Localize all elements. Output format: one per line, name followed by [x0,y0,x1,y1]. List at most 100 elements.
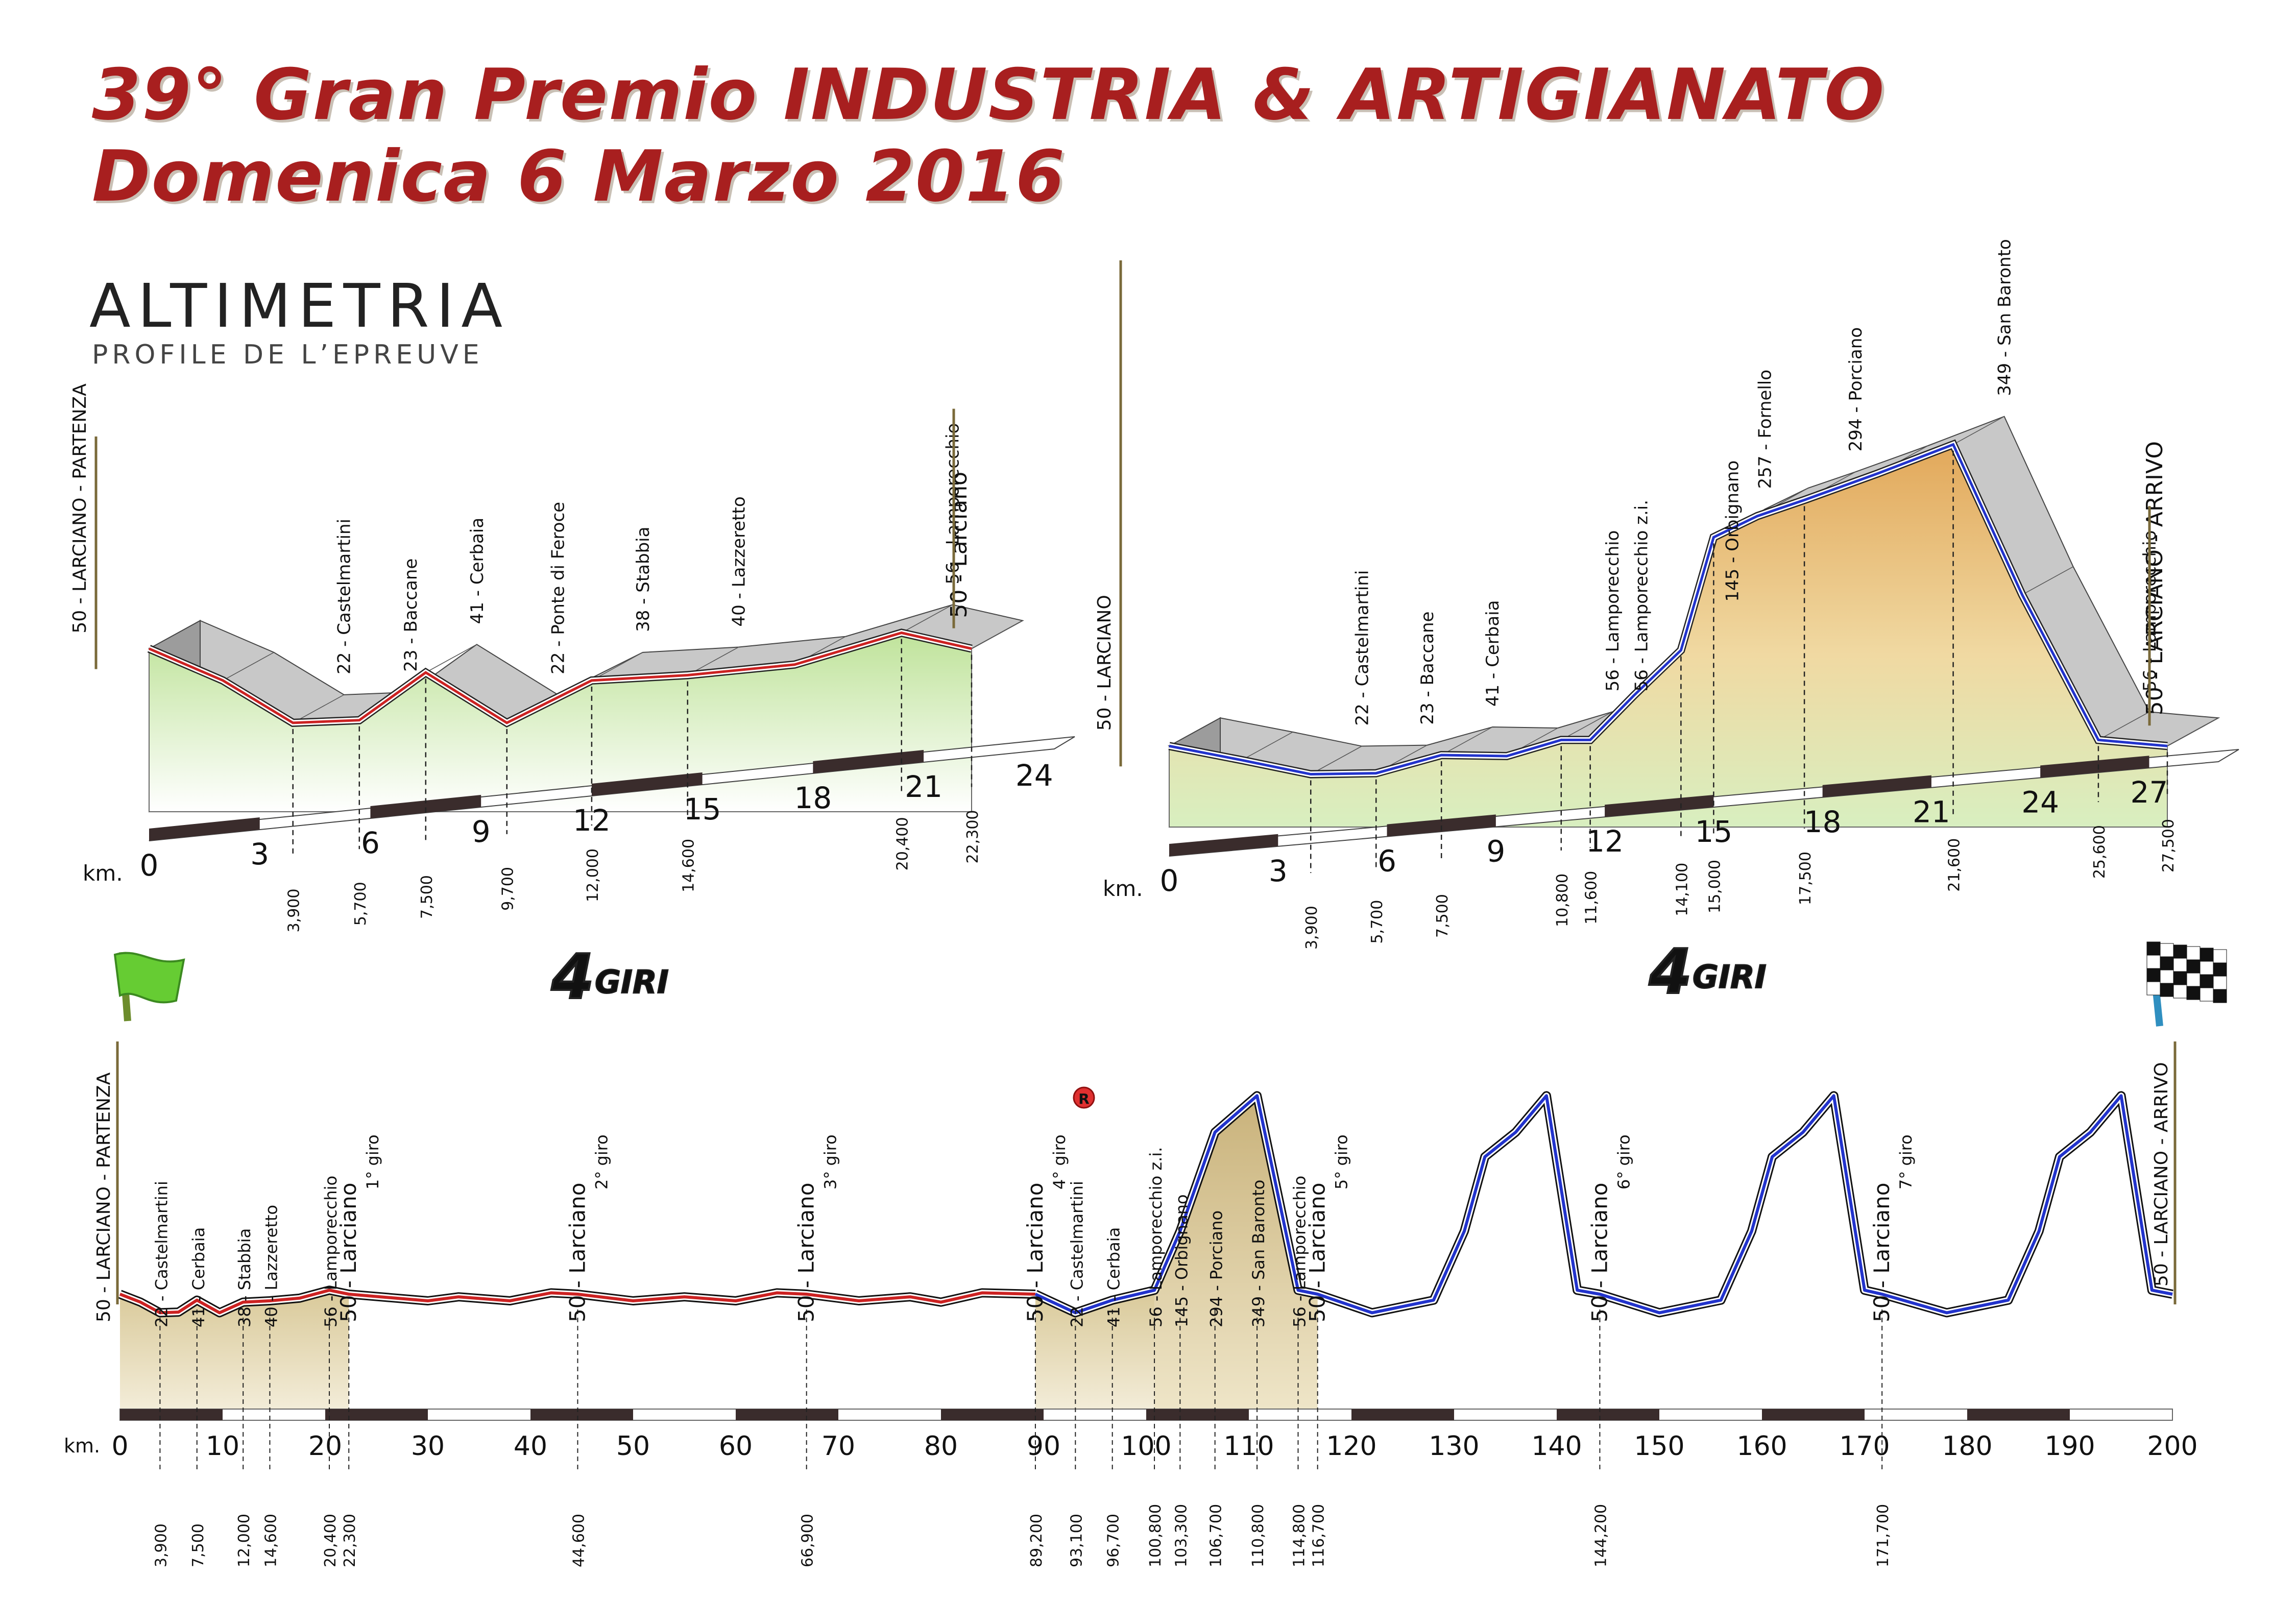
title-line-2: Domenica 6 Marzo 2016 [92,135,1066,217]
waypoint-label: 56 - Lamporecchio [1290,1176,1309,1327]
waypoint-label: 50 - Larciano [794,1182,819,1322]
checkered-flag-icon [2173,958,2187,972]
checkered-flag-icon [2213,989,2227,1003]
r-badge-label: R [1078,1090,1090,1107]
km-axis-label: km. [1103,876,1143,901]
waypoint-distance: 7,500 [189,1523,207,1567]
title-line-1: 39° Gran Premio INDUSTRIA & ARTIGIANATO [92,54,1886,136]
lap-label: 3° giro [821,1134,840,1190]
profile-rib [971,620,1023,649]
km-band-segment [1351,1409,1454,1420]
waypoint-distance: 3,900 [152,1523,170,1567]
waypoint-label: 349 - San Baronto [1249,1180,1268,1327]
km-band-segment [941,1409,1044,1420]
profile-subheading: PROFILE DE L’EPREUVE [92,339,484,370]
waypoint-distance: 12,000 [235,1514,253,1567]
km-band-segment [1822,775,1931,797]
waypoint-distance: 3,900 [1303,906,1321,950]
km-band-segment [1762,1409,1865,1420]
lap-label: 5° giro [1332,1134,1351,1190]
profile-rib [591,652,643,681]
waypoint-distance: 25,600 [2091,825,2109,879]
km-tick-label: 30 [411,1431,445,1462]
profile-rib [2167,717,2219,746]
waypoint-label: 40 - Lazzeretto [261,1205,281,1327]
checkered-flag-icon [2173,984,2187,999]
km-axis-label: km. [83,861,123,886]
waypoint-distance: 96,700 [1105,1514,1123,1567]
checkered-flag-icon [2186,986,2201,1000]
waypoint-distance: 10,800 [1554,874,1572,927]
waypoint-label: 294 - Porciano [1207,1210,1226,1327]
checkered-flag-icon [2160,969,2174,984]
waypoint-distance: 66,900 [799,1514,817,1567]
waypoint-distance: 100,800 [1147,1504,1165,1567]
waypoint-distance: 5,700 [352,882,370,926]
km-tick-label: 6 [361,826,380,860]
km-tick-label: 20 [308,1431,342,1462]
finish-label: 50 - LARCIANO - ARRIVO [2151,1062,2172,1287]
checkered-flag-icon [2213,962,2227,977]
km-tick-label: 100 [1121,1431,1171,1462]
waypoint-label: 50 - Larciano [336,1182,361,1322]
km-tick-label: 9 [1486,834,1505,868]
checkered-flag-icon [2146,981,2161,996]
km-tick-label: 24 [1016,758,1053,793]
lap-shade [1035,1290,1155,1414]
checkered-flag-icon [2213,949,2227,963]
full-race-chart: 50 - LARCIANO - PARTENZA 50 - LARCIANO - … [64,1041,2198,1567]
checkered-flag-icon [2173,971,2187,985]
waypoint-label: 40 - Lazzeretto [729,496,750,626]
checkered-flag-icon [2200,974,2214,988]
km-band-segment [120,1409,223,1420]
waypoint-distance: 89,200 [1028,1514,1046,1567]
checkered-flag-icon [2146,968,2161,982]
start-label: 50 - LARCIANO [1094,595,1115,731]
km-band-segment [736,1409,838,1420]
km-band-segment [149,817,260,841]
start-label: 50 - LARCIANO - PARTENZA [93,1072,114,1322]
km-tick-label: 18 [1804,805,1842,839]
km-tick-label: 9 [472,814,491,849]
waypoint-distance: 12,000 [584,848,602,902]
waypoint-label: 349 - San Baronto [1995,239,2015,396]
km-tick-label: 140 [1531,1431,1582,1462]
km-tick-label: 120 [1326,1431,1376,1462]
km-tick-label: 80 [924,1431,958,1462]
km-tick-label: 18 [794,781,832,815]
start-label: 50 - LARCIANO - PARTENZA [69,383,90,634]
km-tick-label: 15 [684,792,721,827]
km-tick-label: 40 [514,1431,547,1462]
series-line [119,1289,1035,1315]
waypoint-label: 38 - Stabbia [633,527,654,632]
checkered-flag-icon [2200,987,2214,1002]
profile-rib [223,652,274,681]
waypoint-label: 22 - Castelmartini [152,1181,171,1327]
waypoint-distance: 7,500 [1434,894,1452,938]
waypoint-distance: 22,300 [964,810,982,863]
checkered-flag-icon [2173,944,2187,959]
profile-rib [1561,711,1613,741]
km-band-segment [1557,1409,1659,1420]
km-axis-label: km. [64,1435,100,1457]
waypoint-distance: 22,300 [341,1514,359,1567]
waypoint-distance: 9,700 [499,867,517,911]
profile-rib [1953,416,2004,445]
checkered-flag-icon [2213,976,2227,990]
profile-rib [2022,566,2073,595]
km-tick-label: 160 [1736,1431,1787,1462]
km-band-segment [813,749,924,773]
waypoint-distance: 5,700 [1368,900,1386,944]
km-tick-label: 170 [1839,1431,1890,1462]
lap-shade [120,1290,349,1414]
km-tick-label: 110 [1223,1431,1274,1462]
waypoint-distance: 14,100 [1673,863,1691,916]
checkered-flag-icon [2160,983,2174,997]
waypoint-distance: 3,900 [285,889,303,933]
waypoint-distance: 110,800 [1249,1504,1267,1567]
climb-shade [1154,1096,1318,1414]
checkered-flag-icon [2200,948,2214,962]
km-band-segment [1146,1409,1249,1420]
